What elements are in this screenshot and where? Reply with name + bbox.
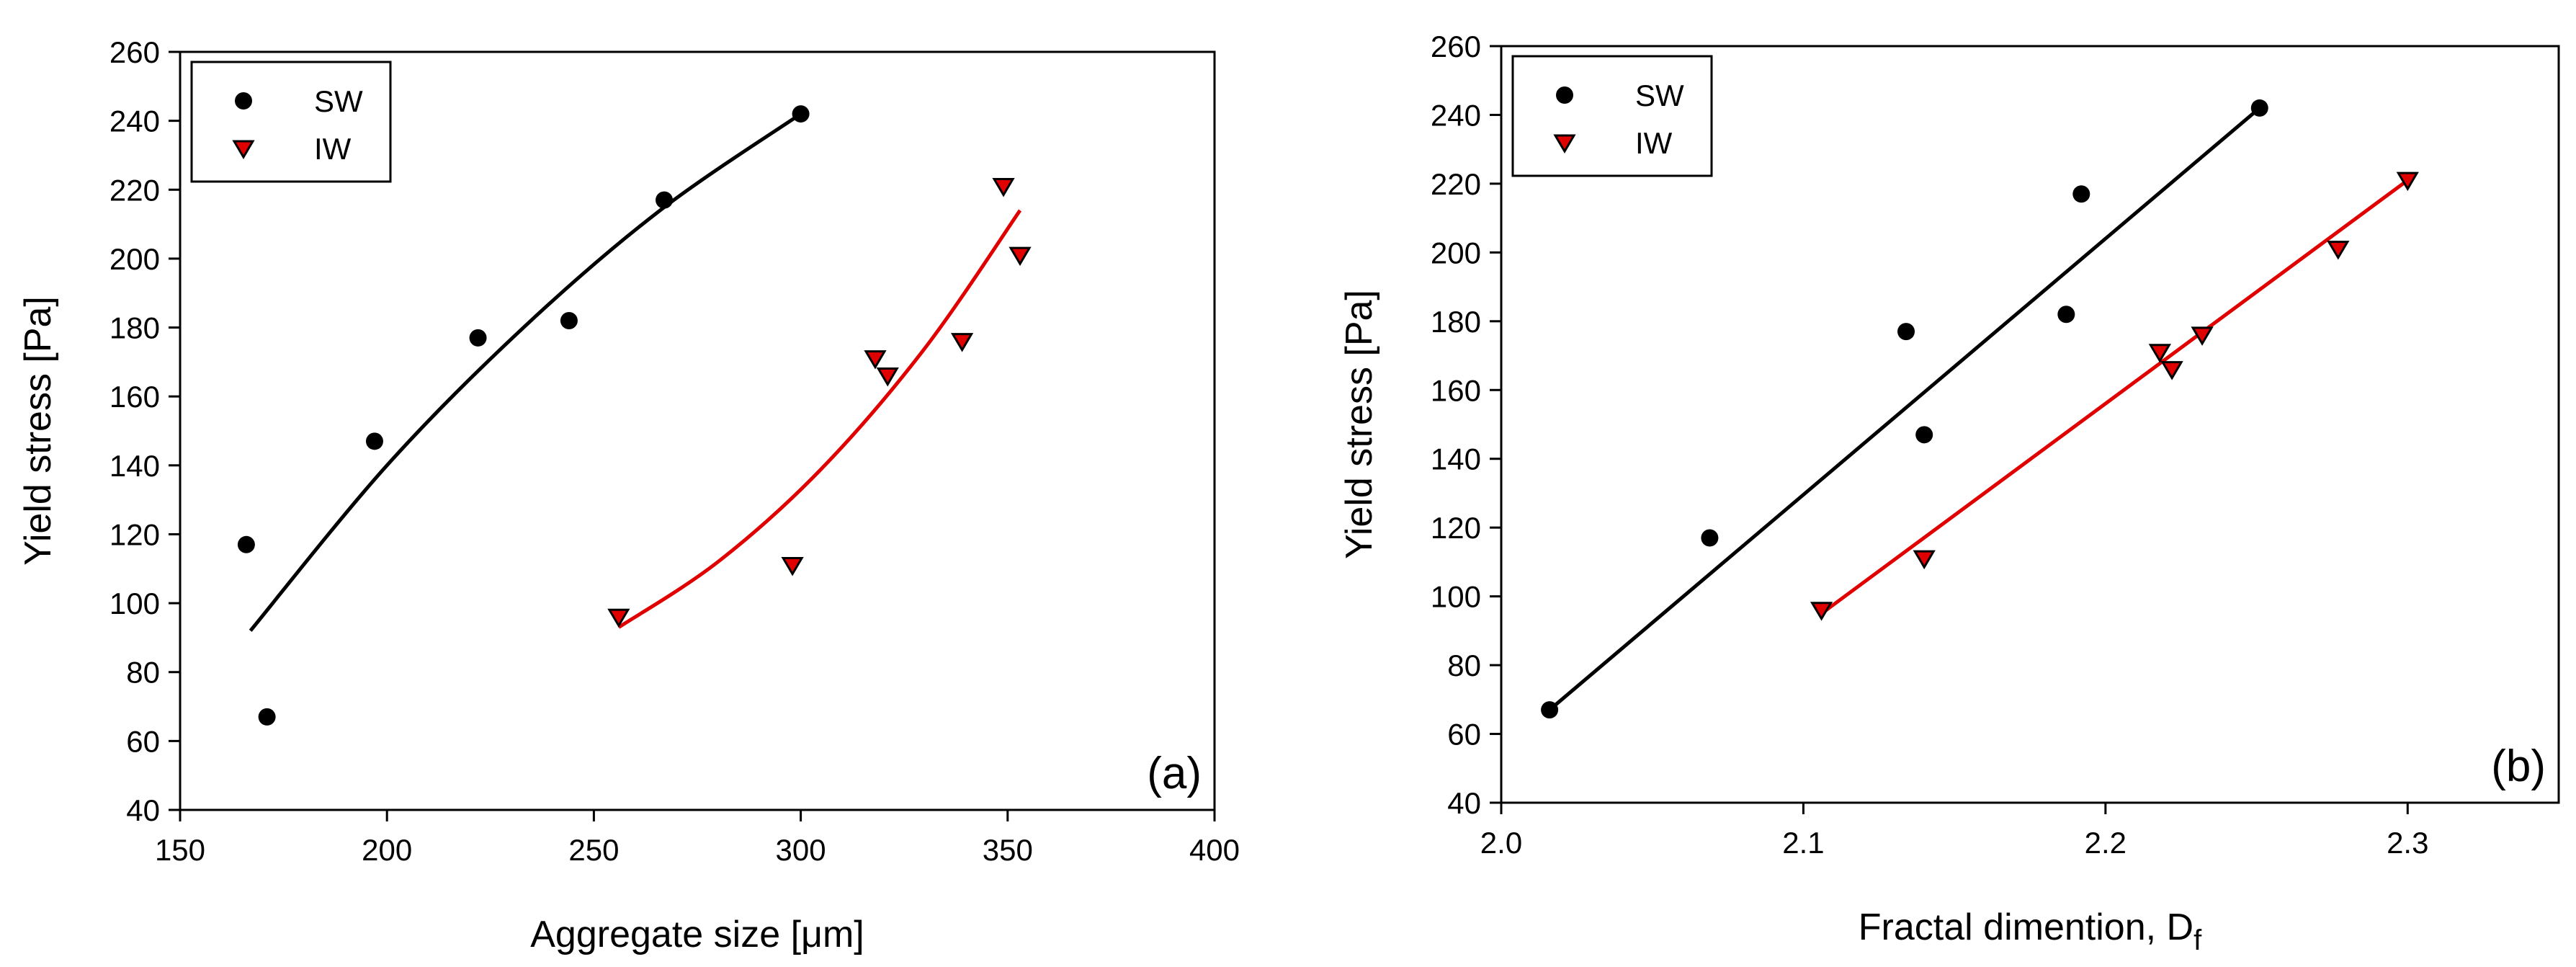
fit-line-iw <box>1820 179 2409 615</box>
data-point-sw <box>560 311 578 329</box>
data-point-sw <box>1897 323 1915 341</box>
legend: SW IW <box>1511 55 1713 177</box>
legend-box <box>190 61 392 183</box>
data-point-iw <box>992 177 1015 197</box>
y-tick-label: 60 <box>126 724 160 758</box>
data-point-sw <box>2250 99 2268 117</box>
y-tick-label: 200 <box>109 242 160 276</box>
y-tick-label: 80 <box>1447 649 1481 682</box>
data-point-iw <box>864 350 887 370</box>
legend-marker-sw <box>1556 86 1573 104</box>
data-point-sw <box>2057 306 2075 324</box>
data-point-iw <box>950 333 974 352</box>
y-tick-label: 140 <box>109 449 160 483</box>
data-point-sw <box>1541 701 1559 719</box>
x-axis-title: Fractal dimention, Df <box>1859 906 2202 956</box>
panel-label: (a) <box>1147 749 1202 798</box>
y-tick-label: 40 <box>1447 786 1481 820</box>
legend: SW IW <box>190 61 392 183</box>
chart-panel-a: 40 60 80 100 120 140 160 180 200 220 240 260 150 200 2… <box>17 35 1240 955</box>
legend-marker-iw <box>232 140 255 159</box>
x-tick-label: 150 <box>155 833 205 867</box>
y-tick-label: 160 <box>109 380 160 414</box>
data-point-iw <box>607 608 630 628</box>
x-tick-label: 2.2 <box>2085 826 2126 860</box>
y-tick-label: 160 <box>1431 373 1481 407</box>
y-tick-label: 200 <box>1431 236 1481 269</box>
legend-label-sw: SW <box>1635 79 1684 112</box>
x-tick-label: 2.1 <box>1782 826 1824 860</box>
legend-marker-iw <box>1553 134 1576 153</box>
y-tick-label: 40 <box>126 793 160 827</box>
plot-frame <box>1500 45 2560 804</box>
x-tick-label: 400 <box>1189 833 1240 867</box>
y-tick-label: 120 <box>1431 511 1481 545</box>
fit-line-sw <box>249 112 802 632</box>
y-tick-label: 240 <box>109 104 160 138</box>
data-point-iw <box>1913 550 1936 570</box>
y-tick-label: 140 <box>1431 442 1481 476</box>
y-tick-label: 220 <box>109 173 160 207</box>
data-point-sw <box>656 191 674 209</box>
fit-line-sw <box>1548 107 2261 712</box>
y-axis-title: Yield stress [Pa] <box>17 296 59 566</box>
data-point-iw <box>2148 344 2171 363</box>
data-point-sw <box>1915 426 1933 444</box>
legend-label-iw: IW <box>314 132 352 166</box>
x-axis-title: Aggregate size [μm] <box>530 914 864 955</box>
data-point-sw <box>2072 185 2090 203</box>
y-axis-title: Yield stress [Pa] <box>1338 290 1380 559</box>
y-tick-label: 60 <box>1447 718 1481 752</box>
data-point-iw <box>2327 241 2350 260</box>
data-point-sw <box>469 329 487 347</box>
y-tick-label: 260 <box>1431 30 1481 63</box>
x-tick-label: 350 <box>983 833 1033 867</box>
y-tick-label: 100 <box>109 587 160 620</box>
data-point-iw <box>876 367 899 387</box>
plot-frame <box>179 50 1216 811</box>
y-tick-label: 180 <box>109 311 160 345</box>
data-point-iw <box>2191 326 2214 346</box>
chart-panel-b: 40 60 80 100 120 140 160 180 200 220 240 260 2.0 2.1 2… <box>1338 30 2560 956</box>
panel-label: (b) <box>2491 741 2546 791</box>
data-point-sw <box>258 708 276 726</box>
legend-marker-sw <box>235 92 252 110</box>
x-tick-label: 250 <box>568 833 619 867</box>
data-point-iw <box>781 556 804 576</box>
y-tick-label: 240 <box>1431 98 1481 132</box>
y-tick-label: 100 <box>1431 580 1481 614</box>
legend-label-iw: IW <box>1635 126 1673 160</box>
data-point-iw <box>1009 246 1032 267</box>
y-tick-label: 260 <box>109 35 160 69</box>
data-point-iw <box>1810 602 1833 621</box>
data-point-sw <box>792 105 810 123</box>
x-tick-label: 2.0 <box>1480 826 1522 860</box>
data-point-sw <box>1701 529 1719 547</box>
data-point-iw <box>2396 171 2419 192</box>
data-point-sw <box>237 535 255 553</box>
y-tick-label: 80 <box>126 656 160 690</box>
x-tick-label: 2.3 <box>2387 826 2428 860</box>
x-tick-label: 200 <box>362 833 412 867</box>
fit-line-iw <box>617 209 1022 629</box>
data-point-iw <box>2160 361 2183 380</box>
y-tick-label: 220 <box>1431 167 1481 201</box>
y-tick-label: 180 <box>1431 305 1481 339</box>
data-point-sw <box>365 432 383 450</box>
x-tick-label: 300 <box>776 833 826 867</box>
legend-box <box>1511 55 1713 177</box>
y-tick-label: 120 <box>109 517 160 551</box>
legend-label-sw: SW <box>314 84 363 118</box>
